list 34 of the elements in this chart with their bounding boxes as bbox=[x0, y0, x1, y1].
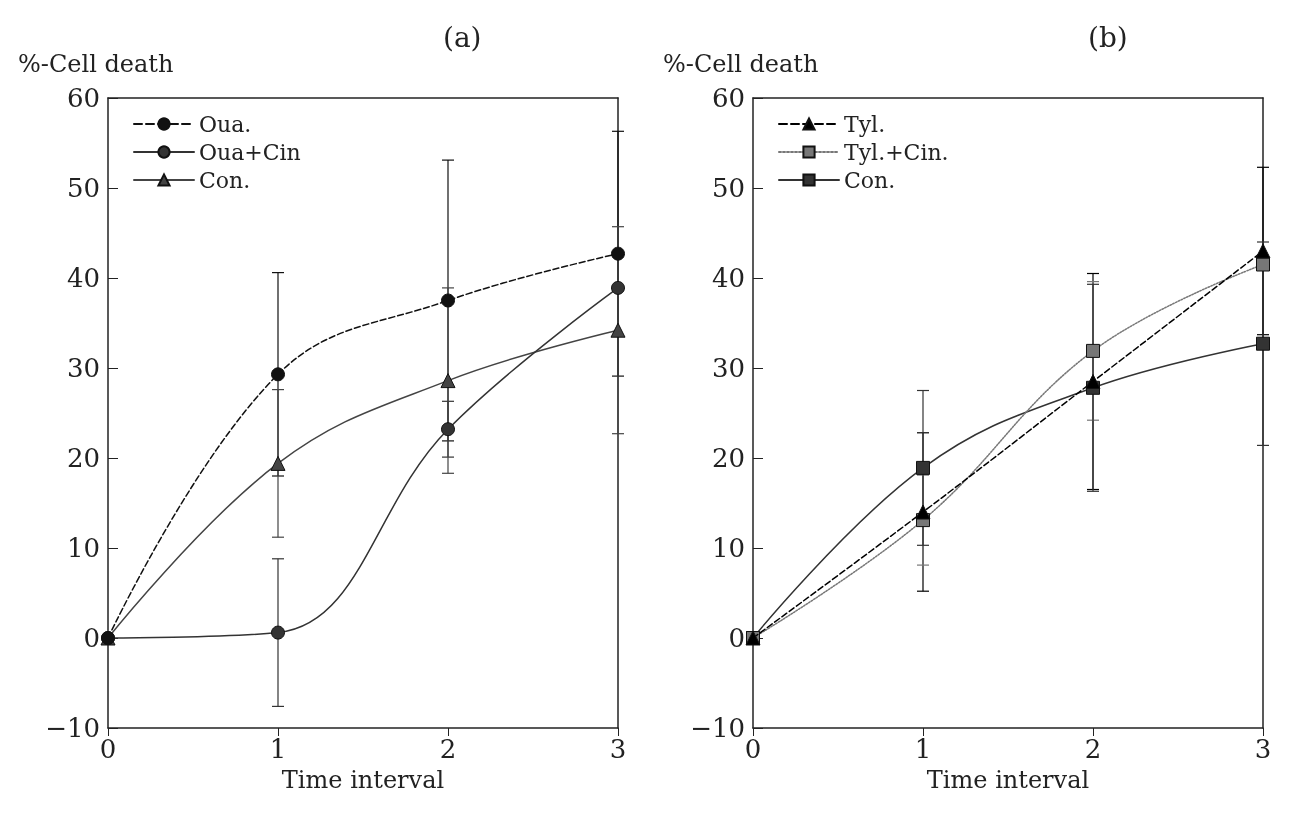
legend-label: Tyl. bbox=[844, 111, 886, 137]
y-axis-title: %-Cell death bbox=[18, 50, 174, 78]
x-tick-label: 2 bbox=[1084, 734, 1102, 764]
y-tick-label: 50 bbox=[711, 173, 745, 203]
y-axis-title: %-Cell death bbox=[663, 50, 819, 78]
legend-label: Tyl.+Cin. bbox=[844, 139, 949, 165]
legend-label: Con. bbox=[844, 167, 896, 193]
y-tick-label: 30 bbox=[66, 353, 100, 383]
y-tick-label: 20 bbox=[66, 443, 100, 473]
x-tick-label: 1 bbox=[914, 734, 932, 764]
y-tick-label: 60 bbox=[711, 83, 745, 113]
y-tick-label: 10 bbox=[711, 533, 745, 563]
y-tick-label: −10 bbox=[45, 713, 100, 743]
y-tick-label: 20 bbox=[711, 443, 745, 473]
y-tick-label: 40 bbox=[66, 263, 100, 293]
y-tick-label: 0 bbox=[728, 623, 745, 653]
x-tick-label: 1 bbox=[269, 734, 287, 764]
legend-label: Con. bbox=[199, 167, 251, 193]
x-axis-title: Time interval bbox=[926, 766, 1090, 794]
y-tick-label: 30 bbox=[711, 353, 745, 383]
y-tick-label: 40 bbox=[711, 263, 745, 293]
y-tick-label: −10 bbox=[690, 713, 745, 743]
x-axis-title: Time interval bbox=[281, 766, 445, 794]
chart-title: (a) bbox=[443, 20, 482, 54]
y-tick-label: 50 bbox=[66, 173, 100, 203]
x-tick-label: 3 bbox=[1254, 734, 1272, 764]
x-tick-label: 3 bbox=[609, 734, 627, 764]
y-tick-label: 10 bbox=[66, 533, 100, 563]
y-tick-label: 0 bbox=[83, 623, 100, 653]
y-tick-label: 60 bbox=[66, 83, 100, 113]
legend-label: Oua. bbox=[199, 111, 252, 137]
legend-label: Oua+Cin bbox=[199, 139, 301, 165]
x-tick-label: 2 bbox=[439, 734, 457, 764]
chart-title: (b) bbox=[1088, 20, 1128, 54]
